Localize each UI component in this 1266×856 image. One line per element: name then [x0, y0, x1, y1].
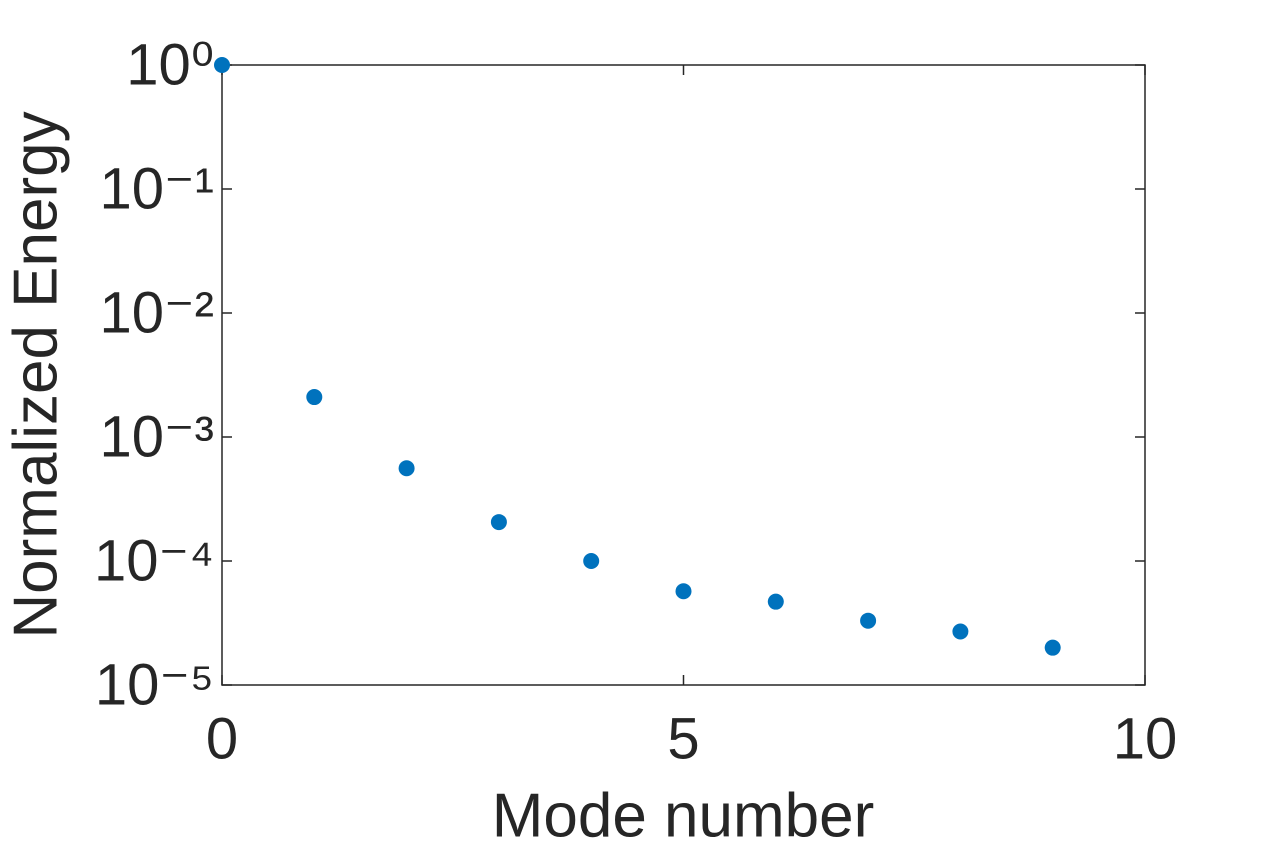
point	[952, 623, 969, 640]
y-tick-label: 10⁻²	[100, 280, 214, 345]
point	[398, 460, 415, 477]
plot-area	[221, 64, 1146, 686]
y-tick-label: 10⁻⁵	[95, 652, 214, 717]
point	[214, 57, 230, 73]
y-tick-label: 10⁻¹	[100, 156, 214, 221]
point	[675, 583, 692, 600]
point	[1044, 639, 1061, 656]
x-tick-label: 10	[1113, 706, 1178, 771]
x-tick-label: 5	[667, 706, 699, 771]
y-tick-label: 10⁻⁴	[94, 528, 214, 593]
point	[583, 553, 600, 569]
y-tick-label: 10⁻³	[100, 404, 214, 469]
x-tick-label: 0	[206, 706, 238, 771]
y-axis-label: Normalized Energy	[1, 111, 70, 638]
point	[490, 514, 507, 531]
point	[767, 593, 784, 610]
point	[306, 389, 323, 406]
y-tick-label: 10⁰	[126, 32, 214, 97]
point	[860, 612, 877, 629]
x-axis-label: Mode number	[492, 781, 875, 850]
